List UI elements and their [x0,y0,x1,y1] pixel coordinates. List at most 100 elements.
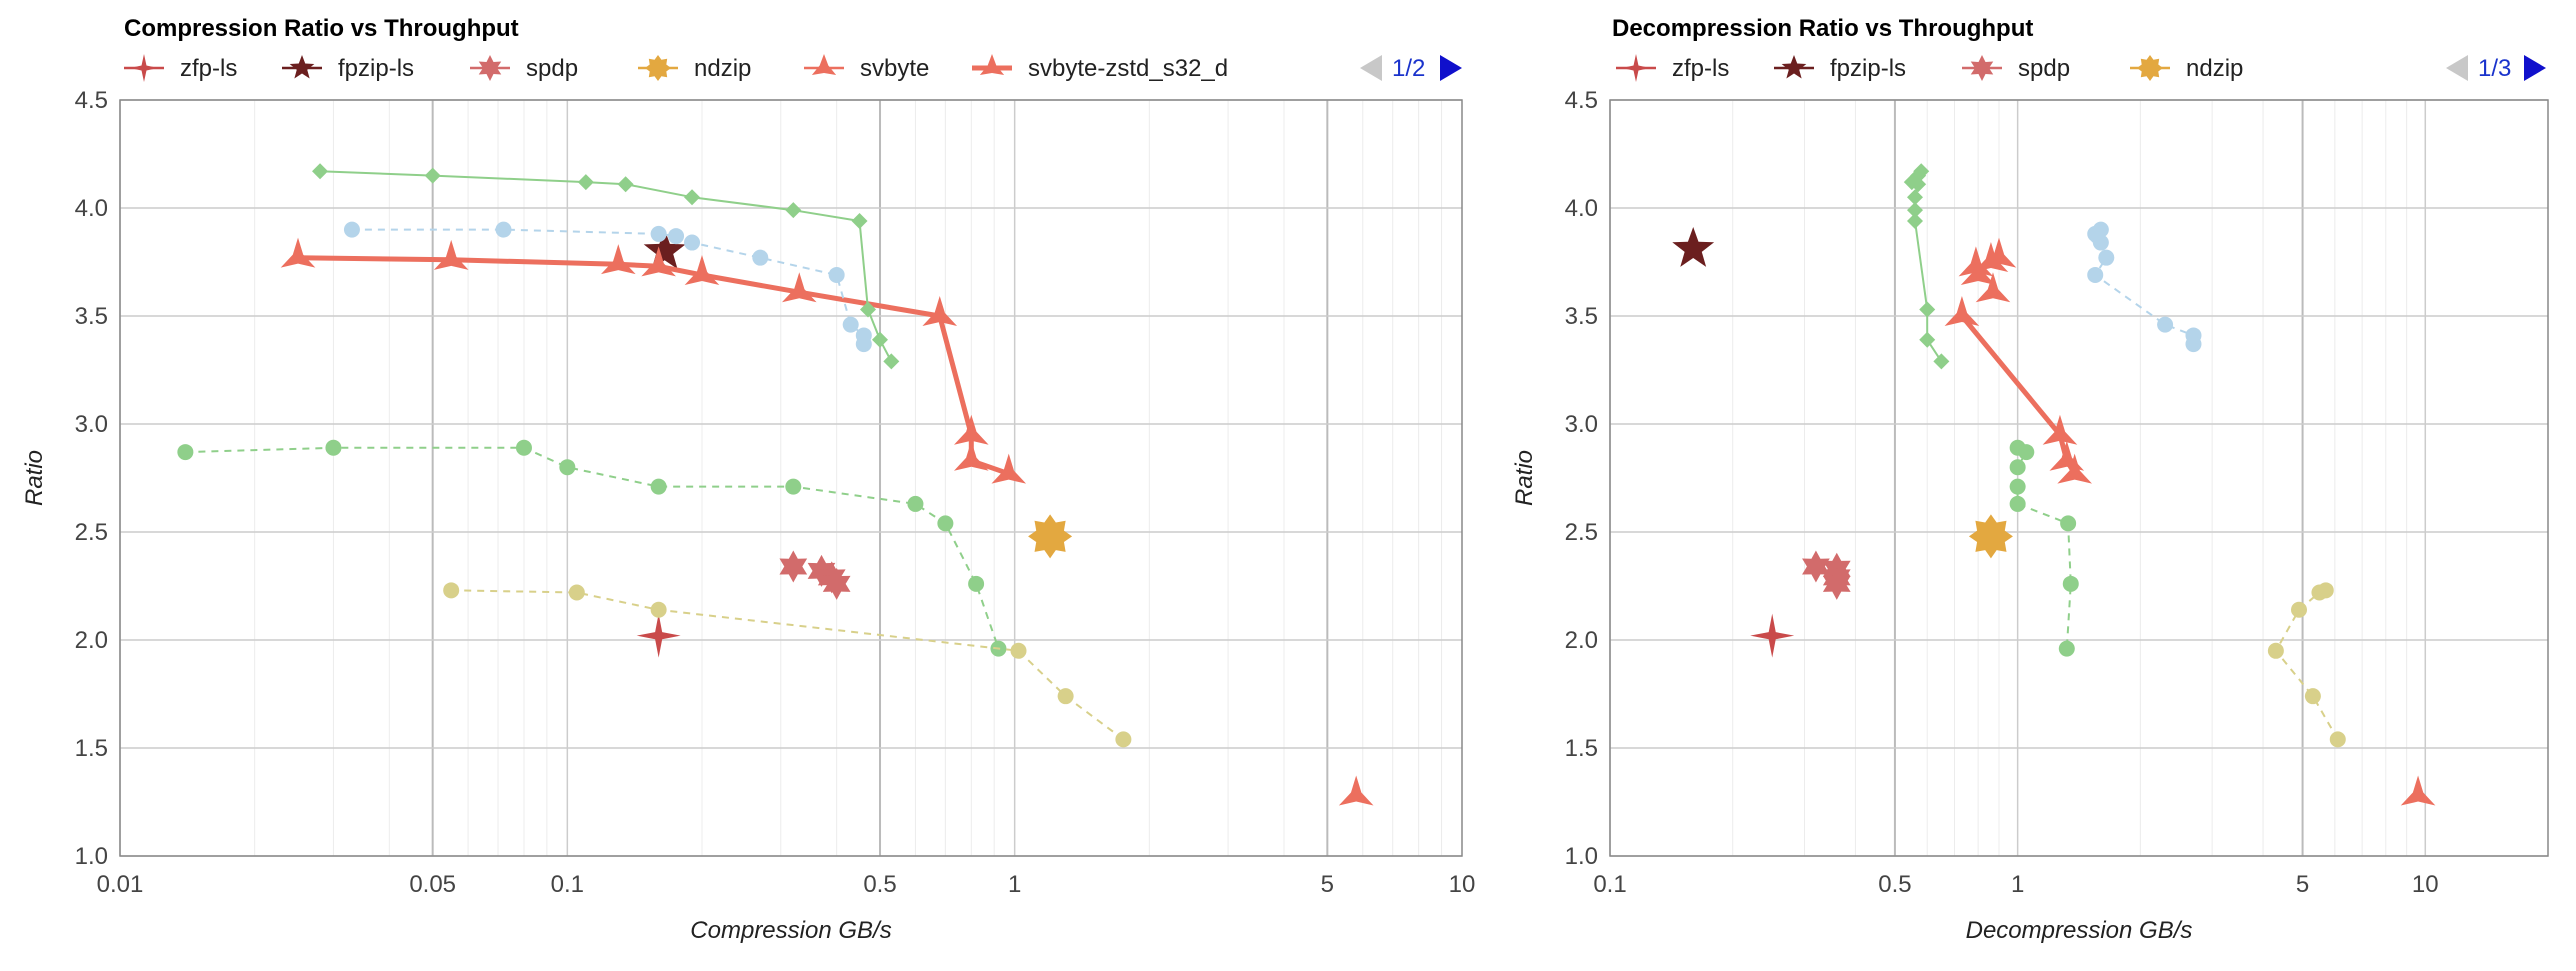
legend-label: ndzip [2186,55,2243,82]
data-point [922,296,958,326]
series-line [319,170,893,362]
data-point [1906,189,1923,206]
legend-swatch-marker [130,54,158,82]
legend-item[interactable]: svbyte [804,54,929,82]
pager-prev-arrow-icon[interactable] [1360,55,1382,81]
x-tick-label: 5 [2296,871,2309,898]
series-line [351,228,865,345]
series-11 [2267,582,2346,748]
pager-next-arrow-icon[interactable] [2524,55,2546,81]
x-tick-label: 0.5 [1878,871,1911,898]
x-tick-label: 1 [2011,871,2024,898]
data-point [2304,688,2321,705]
y-tick-label: 2.5 [75,519,108,546]
data-point [1822,567,1851,600]
legend-label: svbyte [860,55,929,82]
series-2 [643,229,686,269]
data-point [1981,237,2017,268]
data-point [650,601,667,618]
series-7 [312,163,900,370]
y-axis: 1.0 1.5 2.0 2.5 3.0 3.5 4.0 4.5 [1565,87,1598,870]
series-1 [636,613,681,658]
data-point [1115,731,1132,748]
legend-item[interactable]: svbyte-zstd_s32_d [972,54,1228,82]
legend-item[interactable]: ndzip [638,55,751,82]
data-point [855,336,872,353]
data-point [2049,440,2085,471]
series-group [1672,163,2436,806]
data-point [1960,254,1996,285]
x-tick-label: 10 [1449,871,1476,898]
y-tick-label: 4.5 [75,87,108,114]
legend-item[interactable]: zfp-ls [1616,54,1729,82]
x-axis-title: Decompression GB/s [1966,917,2193,944]
pager-label: 1/2 [1392,55,1425,82]
data-point [954,414,989,445]
legend: zfp-ls fpzip-ls spdp ndzip svbyte svbyte-zstd… [124,54,1228,82]
legend-swatch-marker [811,54,837,75]
y-tick-label: 3.0 [75,411,108,438]
pager-next-arrow-icon[interactable] [1440,55,1462,81]
legend-item[interactable]: fpzip-ls [1774,55,1906,82]
data-point [495,221,512,238]
data-point [2311,584,2328,601]
series-6 [280,237,1027,484]
legend-item[interactable]: fpzip-ls [282,55,414,82]
data-point [907,495,924,512]
data-point [1028,514,1073,559]
data-point [1672,227,1715,267]
series-7 [1944,296,2092,484]
legend-swatch-marker [2137,55,2163,81]
y-tick-label: 1.5 [1565,735,1598,762]
legend-label: fpzip-ls [1830,55,1906,82]
y-tick-label: 4.5 [1565,87,1598,114]
data-point [2267,642,2284,659]
series-9 [2087,221,2202,353]
legend-swatch-marker [1781,55,1807,79]
data-point [2329,731,2346,748]
series-3 [1802,550,1851,600]
pager-prev-arrow-icon[interactable] [2446,55,2468,81]
data-point [1802,550,1830,583]
series-1 [1750,613,1795,658]
data-point [617,176,634,193]
legend-swatch-marker [478,55,502,81]
legend-item[interactable]: zfp-ls [124,54,237,82]
data-point [785,478,802,495]
data-point [515,439,532,456]
data-point [1910,176,1927,193]
legend-swatch-marker [979,54,1005,75]
series-3 [779,550,851,600]
data-point [343,221,360,238]
legend-item[interactable]: spdp [470,55,578,82]
data-point [968,575,985,592]
series-5 [1338,775,1374,806]
legend-swatch-marker [1622,54,1650,82]
legend-item[interactable]: spdp [1962,55,2070,82]
legend-item[interactable]: ndzip [2130,55,2243,82]
data-point [752,249,769,266]
series-8 [343,221,872,353]
series-10 [443,582,1132,748]
plot-area [119,99,1463,857]
data-point [2098,249,2115,266]
data-point [2057,453,2092,484]
data-point [1338,775,1374,806]
data-point [2009,495,2026,512]
grid [119,99,1462,857]
data-point [424,167,441,184]
data-point [443,582,460,599]
data-point [954,440,989,471]
data-point [2400,775,2436,806]
x-tick-label: 10 [2412,871,2439,898]
data-point [1750,613,1795,658]
data-point [1010,642,1027,659]
x-axis: 0.01 0.05 0.1 0.5 1 5 10 [97,871,1476,898]
data-point [785,202,802,219]
data-point [872,331,889,348]
y-tick-label: 4.0 [1565,195,1598,222]
data-point [1057,688,1074,705]
data-point [600,244,636,275]
chart-title: Decompression Ratio vs Throughput [1612,15,2033,42]
